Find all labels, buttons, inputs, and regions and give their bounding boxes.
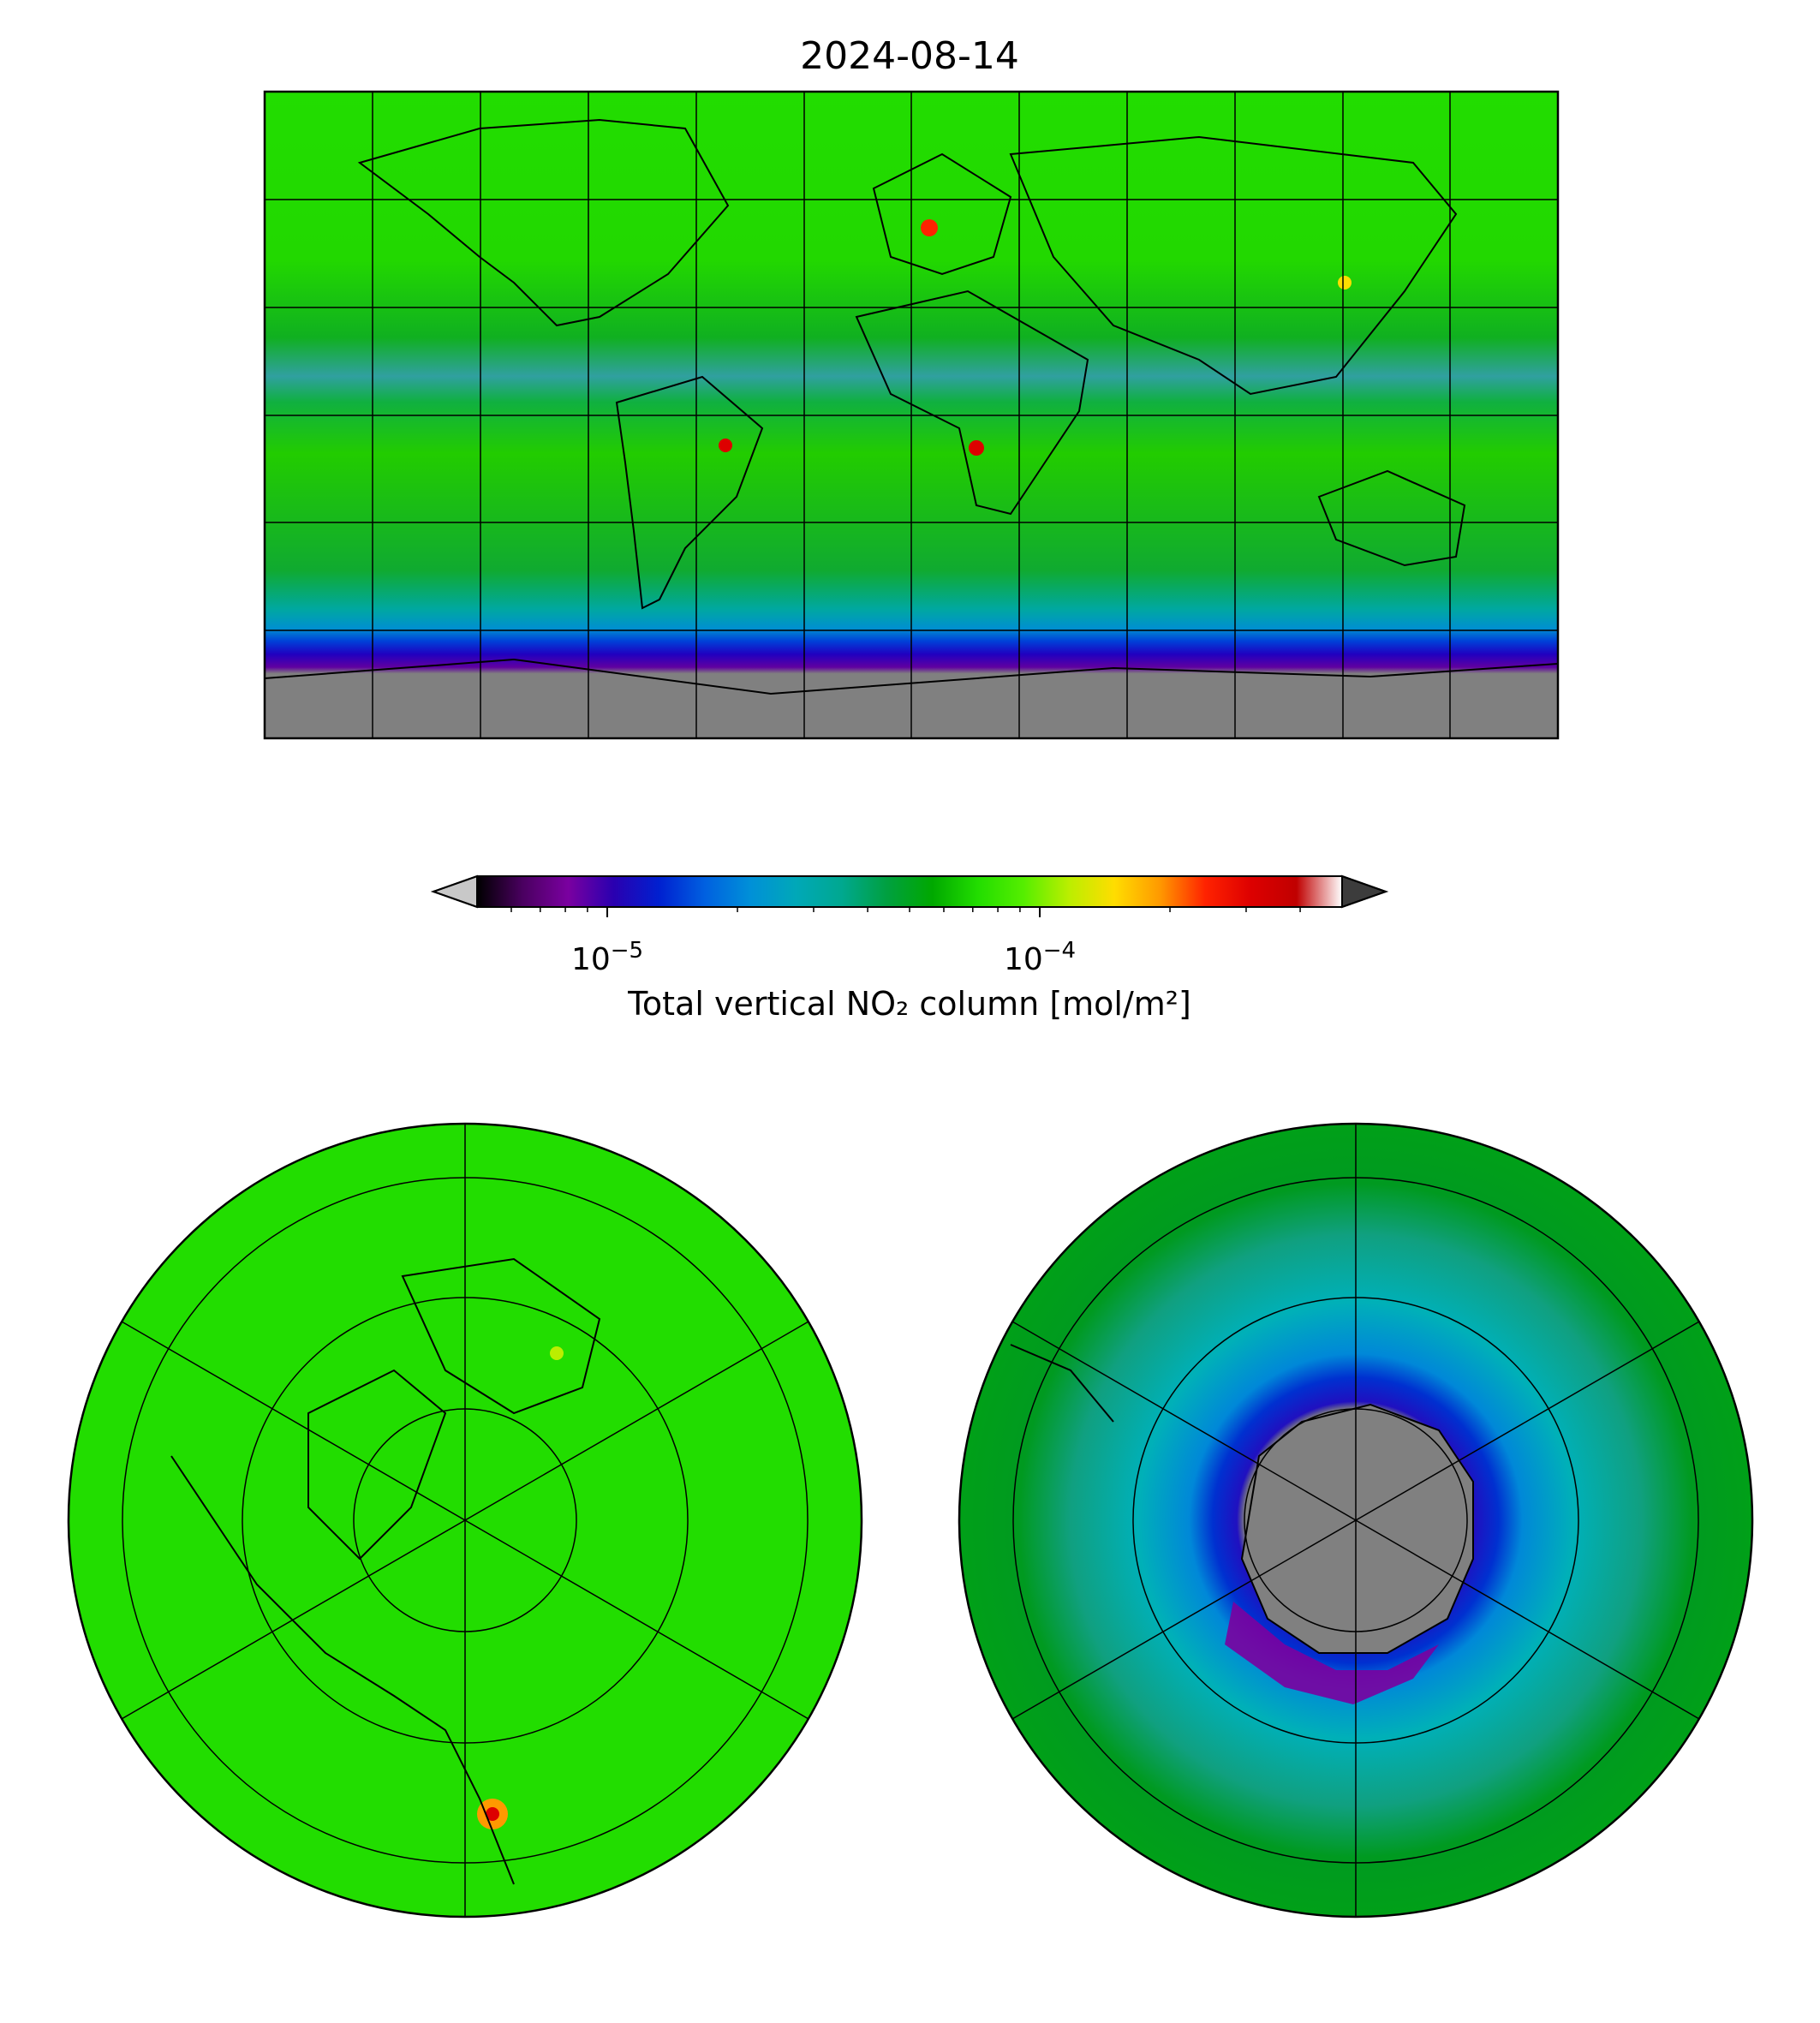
north-polar-map (67, 1122, 863, 1919)
colorbar-over-extension (1341, 874, 1389, 909)
coastline-europe (872, 152, 1012, 276)
colorbar-label: Total vertical NO₂ column [mol/m²] (627, 985, 1191, 1023)
colorbar-tick-label: 10−5 (571, 938, 643, 977)
colorbar-ticks (510, 907, 1301, 917)
colorbar-outline (430, 875, 1389, 908)
coastline-africa (855, 289, 1089, 516)
coastline-south-america-tip (1010, 1344, 1114, 1423)
hotspot-europe (921, 219, 938, 236)
coastline-antarctica-south-view (1240, 1403, 1474, 1654)
coastline-siberia (401, 1257, 601, 1415)
figure-title: 2024-08-14 (800, 34, 1019, 78)
coastline-north-atlantic (170, 1455, 515, 1885)
colorbar-gradient (477, 876, 1342, 907)
global-gridlines (265, 92, 1558, 738)
coastline-antarctica (264, 658, 1559, 695)
colorbar: 10−5 10−4 Total vertical NO₂ column [mol… (430, 874, 1389, 1023)
south-polar-map (958, 1122, 1754, 1919)
hotspot-africa (969, 440, 984, 456)
global-map-frame (263, 90, 1560, 740)
coastline-north-america (357, 118, 730, 327)
hotspot-south-america (719, 439, 732, 452)
coastline-australia (1317, 469, 1466, 567)
global-map (263, 90, 1560, 740)
south-polar-frame (958, 1122, 1754, 1919)
coastline-asia (1009, 135, 1458, 396)
colorbar-tick-label: 10−4 (1004, 938, 1076, 977)
hotspot-europe-core (486, 1807, 499, 1821)
coastline-south-america (615, 375, 764, 610)
hotspot-siberia (550, 1346, 564, 1360)
coastline-greenland (307, 1369, 447, 1561)
north-polar-frame (67, 1122, 863, 1919)
north-polar-gridlines (121, 1124, 809, 1917)
south-polar-gridlines (1011, 1124, 1700, 1917)
low-no2-purple-band (1225, 1602, 1439, 1704)
hotspot-east-asia (1338, 276, 1352, 289)
colorbar-under-extension (430, 874, 478, 909)
